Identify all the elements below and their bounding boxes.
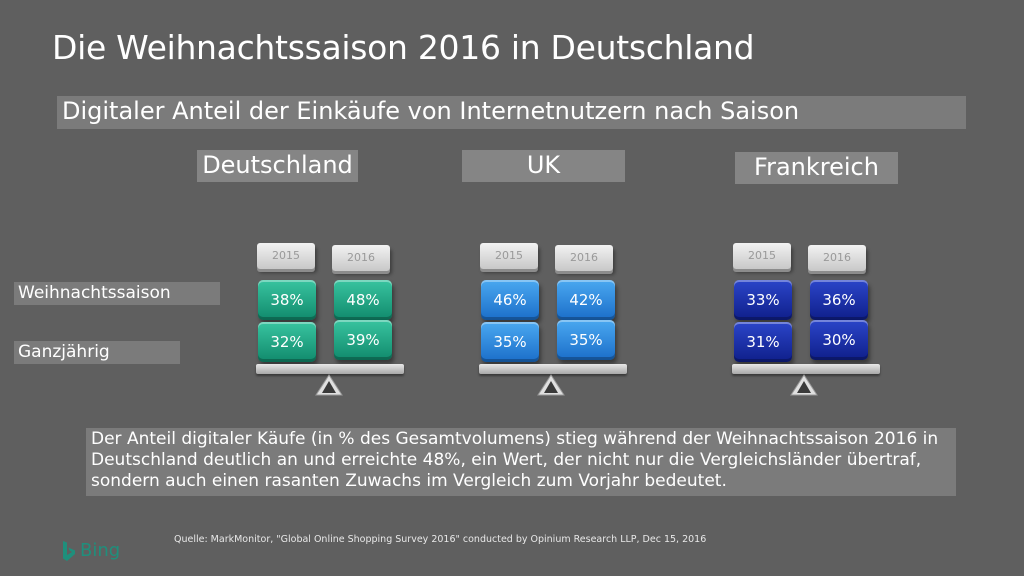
subtitle: Digitaler Anteil der Einkäufe von Intern… [62,97,800,125]
scale-stand-icon [790,374,818,396]
year-tag-2015: 2015 [733,243,791,269]
value-season-2016: 42% [557,280,615,320]
year-tag-2015: 2015 [257,243,315,269]
row-label-year-round: Ganzjährig [14,341,180,364]
bing-logo: Bing [62,538,120,564]
scale-base [256,364,404,374]
value-season-2016: 48% [334,280,392,320]
row-label-season: Weihnachtssaison [14,282,220,305]
value-year-round-2015: 35% [481,322,539,362]
country-header-deutschland: Deutschland [197,150,358,182]
scale-base [479,364,627,374]
value-season-2015: 38% [258,280,316,320]
country-header-frankreich: Frankreich [735,152,898,184]
scale-base [732,364,880,374]
bing-wordmark: Bing [80,540,121,561]
description-box: Der Anteil digitaler Käufe (in % des Ges… [86,428,956,496]
value-year-round-2015: 31% [734,322,792,362]
value-season-2015: 46% [481,280,539,320]
scale-stand-icon [537,374,565,396]
source-note: Quelle: MarkMonitor, "Global Online Shop… [174,534,707,545]
year-tag-2016: 2016 [332,245,390,271]
subtitle-bar: Digitaler Anteil der Einkäufe von Intern… [57,96,966,129]
bing-logo-icon [63,541,75,561]
page-title: Die Weihnachtssaison 2016 in Deutschland [52,28,755,67]
value-year-round-2016: 35% [557,320,615,360]
year-tag-2016: 2016 [808,245,866,271]
value-season-2016: 36% [810,280,868,320]
value-year-round-2016: 30% [810,320,868,360]
value-season-2015: 33% [734,280,792,320]
year-tag-2016: 2016 [555,245,613,271]
year-tag-2015: 2015 [480,243,538,269]
scale-stand-icon [315,374,343,396]
value-year-round-2016: 39% [334,320,392,360]
value-year-round-2015: 32% [258,322,316,362]
country-header-uk: UK [462,150,625,182]
